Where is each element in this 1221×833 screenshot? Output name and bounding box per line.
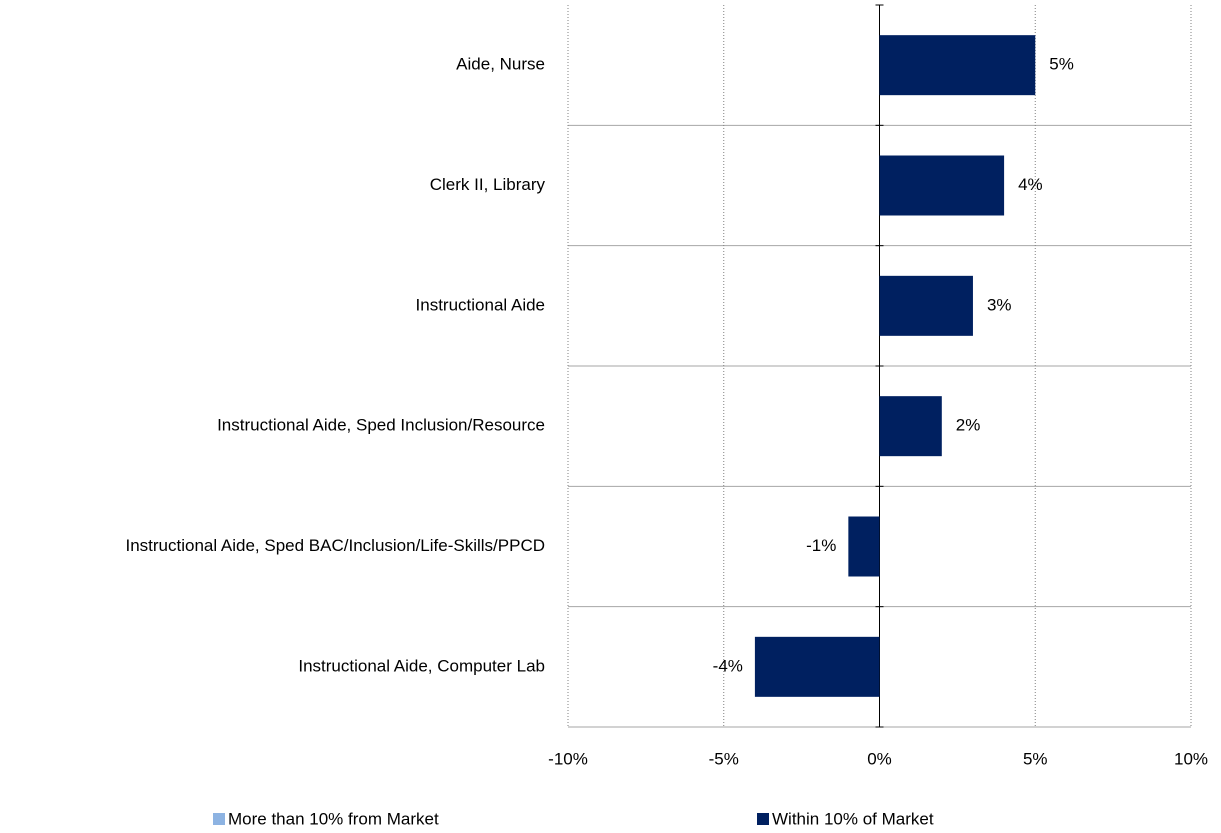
bar [848,516,880,577]
data-label: 2% [956,416,981,435]
bar [754,636,880,697]
legend-label: Within 10% of Market [772,809,934,828]
x-tick-label: 5% [1023,749,1048,768]
x-tick-label: 10% [1174,749,1208,768]
category-label: Clerk II, Library [430,175,546,194]
data-label: -1% [806,536,836,555]
data-label: 5% [1049,55,1074,74]
x-tick-label: 0% [867,749,892,768]
legend-swatch [213,813,225,825]
category-label: Instructional Aide, Sped BAC/Inclusion/L… [125,536,545,555]
bar [879,396,942,457]
legend-swatch [757,813,769,825]
legend-label: More than 10% from Market [228,809,439,828]
x-tick-label: -10% [548,749,588,768]
bar [879,155,1005,216]
category-label: Instructional Aide [416,295,545,314]
category-label: Instructional Aide, Sped Inclusion/Resou… [217,416,545,435]
bar [879,35,1036,96]
x-tick-label: -5% [709,749,739,768]
data-label: -4% [713,656,743,675]
category-label: Instructional Aide, Computer Lab [298,656,545,675]
category-label: Aide, Nurse [456,55,545,74]
data-label: 3% [987,295,1012,314]
data-label: 4% [1018,175,1043,194]
bar [879,275,973,336]
